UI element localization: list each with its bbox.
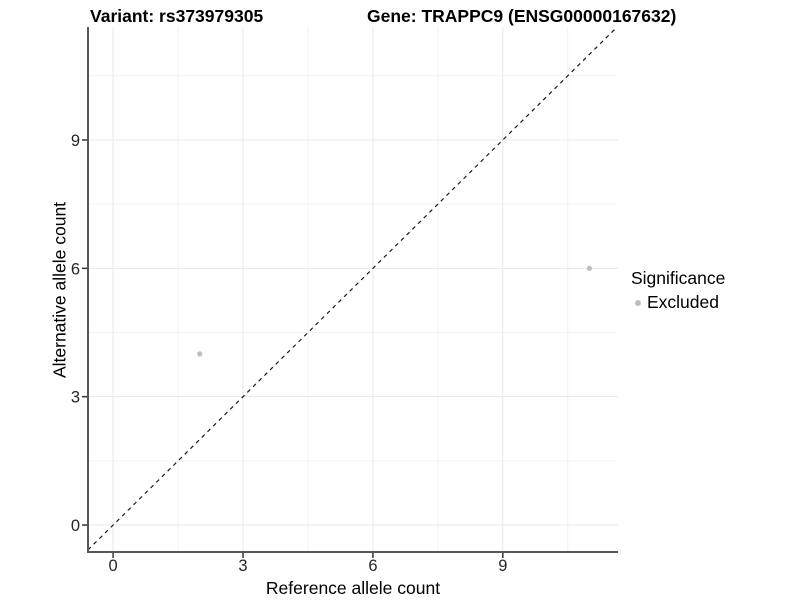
data-point bbox=[586, 265, 593, 271]
y-axis-label: Alternative allele count bbox=[49, 201, 70, 379]
legend-item-label: Excluded bbox=[647, 292, 719, 312]
x-tick-label: 6 bbox=[368, 557, 377, 575]
y-tick-label: 3 bbox=[71, 389, 80, 407]
legend-title: Significance bbox=[631, 268, 726, 288]
x-tick-label: 3 bbox=[238, 557, 247, 575]
excluded-point-icon bbox=[635, 299, 641, 306]
y-tick-label: 0 bbox=[71, 517, 80, 535]
data-point bbox=[197, 351, 203, 357]
x-axis-label: Reference allele count bbox=[265, 578, 441, 598]
identity-line bbox=[87, 26, 618, 551]
plot-title-variant: Variant: rs373979305 bbox=[90, 6, 264, 26]
plot-title-gene: Gene: TRAPPC9 (ENSG00000167632) bbox=[367, 6, 677, 26]
legend: Significance Excluded bbox=[631, 268, 725, 313]
x-tick-label: 0 bbox=[109, 557, 118, 575]
x-tick-label: 9 bbox=[498, 557, 507, 575]
legend-item-excluded: Excluded bbox=[631, 292, 725, 313]
y-tick-label: 6 bbox=[71, 260, 80, 278]
y-tick-label: 9 bbox=[71, 132, 80, 150]
